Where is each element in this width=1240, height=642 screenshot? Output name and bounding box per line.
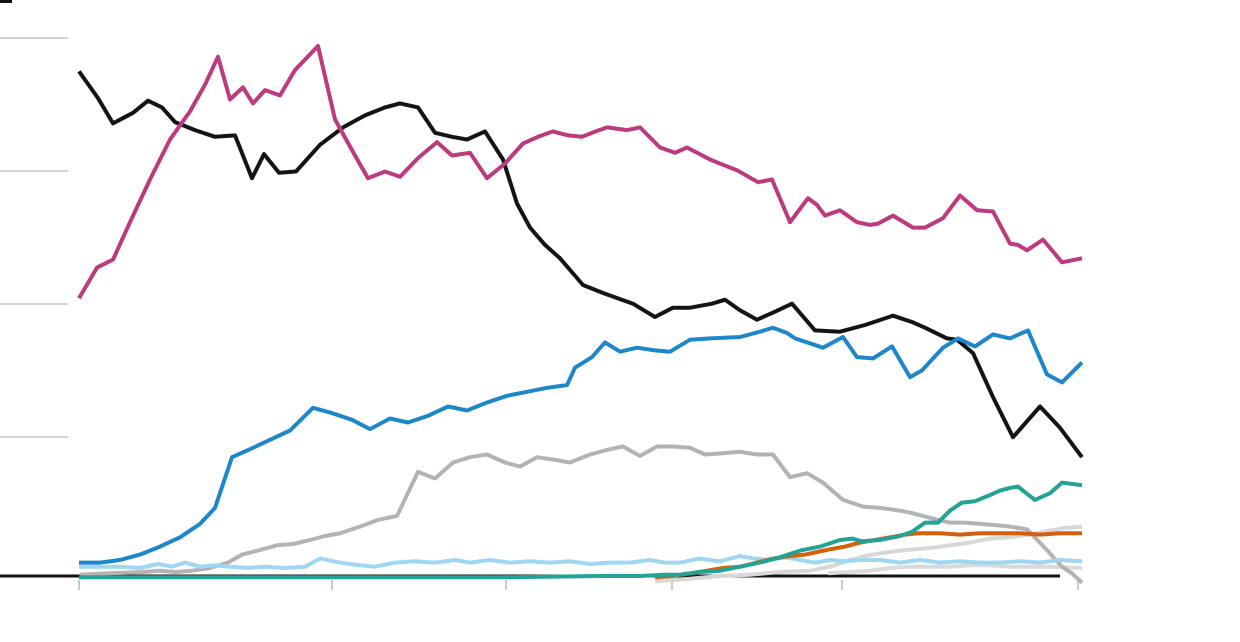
- series-line-black: [77, 70, 1084, 459]
- series-line-magenta: [77, 44, 1083, 300]
- series-line-silver-low: [827, 563, 1083, 576]
- series-line-blue: [79, 325, 1084, 565]
- series-line-light-blue: [79, 554, 1083, 570]
- cropped-top-left-dash: [0, 0, 12, 3]
- series-line-teal: [79, 480, 1083, 580]
